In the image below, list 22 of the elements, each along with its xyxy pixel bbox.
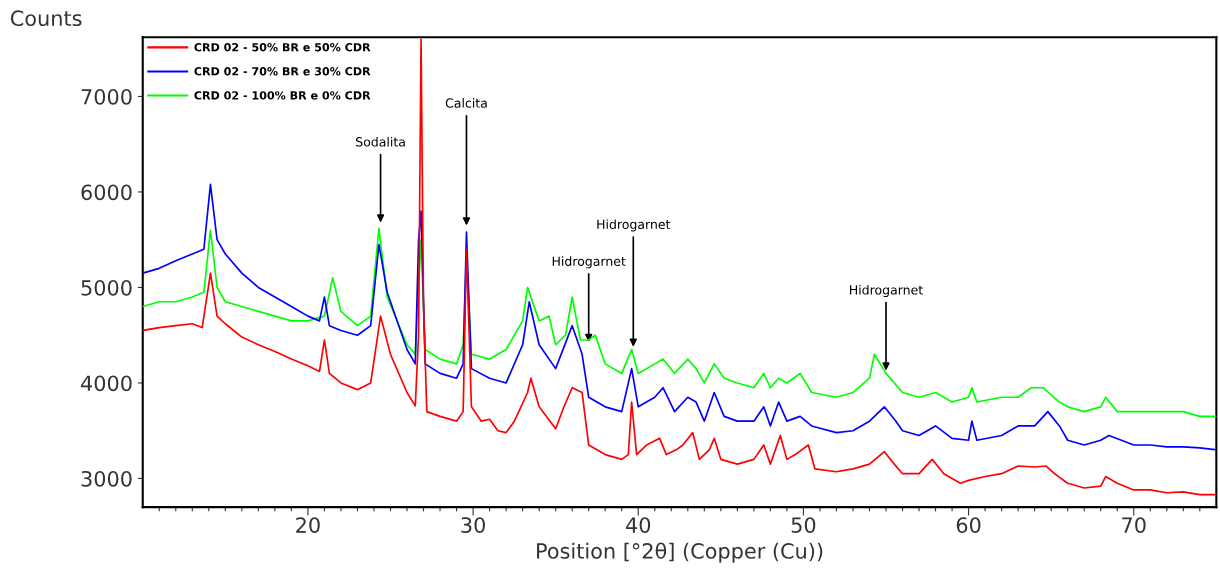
x-tick-label: 40 (626, 517, 651, 533)
y-tick-label: 3000 (81, 470, 132, 487)
annotation: Hidrogarnet (597, 219, 671, 232)
x-tick-label: 50 (791, 517, 816, 533)
annotation: Sodalita (356, 136, 405, 147)
x-tick-label: 70 (1122, 517, 1146, 533)
x-tick-label: 60 (956, 517, 981, 533)
x-tick-label: 30 (461, 517, 485, 533)
y-tick-label: 4000 (81, 375, 132, 392)
y-tick-label: 7000 (81, 88, 132, 105)
y-axis-title: Counts (10, 10, 82, 27)
annotation: Hidrogarnet (552, 256, 626, 269)
line-series (142, 183, 1217, 451)
x-tick-label: 20 (296, 517, 320, 533)
y-tick-label: 6000 (81, 184, 132, 201)
legend-label: CRD 02 - 50% BR e 50% CDR (194, 43, 371, 52)
y-tick-label: 5000 (81, 279, 132, 296)
annotation: Calcita (445, 98, 487, 108)
x-axis-title: Position [°2θ] (Copper (Cu)) (537, 542, 823, 563)
annotation: Hidrogarnet (850, 284, 923, 298)
legend-label: CRD 02 - 70% BR e 30% CDR (194, 67, 371, 76)
legend-label: CRD 02 - 100% BR e 0% CDR (194, 91, 371, 100)
